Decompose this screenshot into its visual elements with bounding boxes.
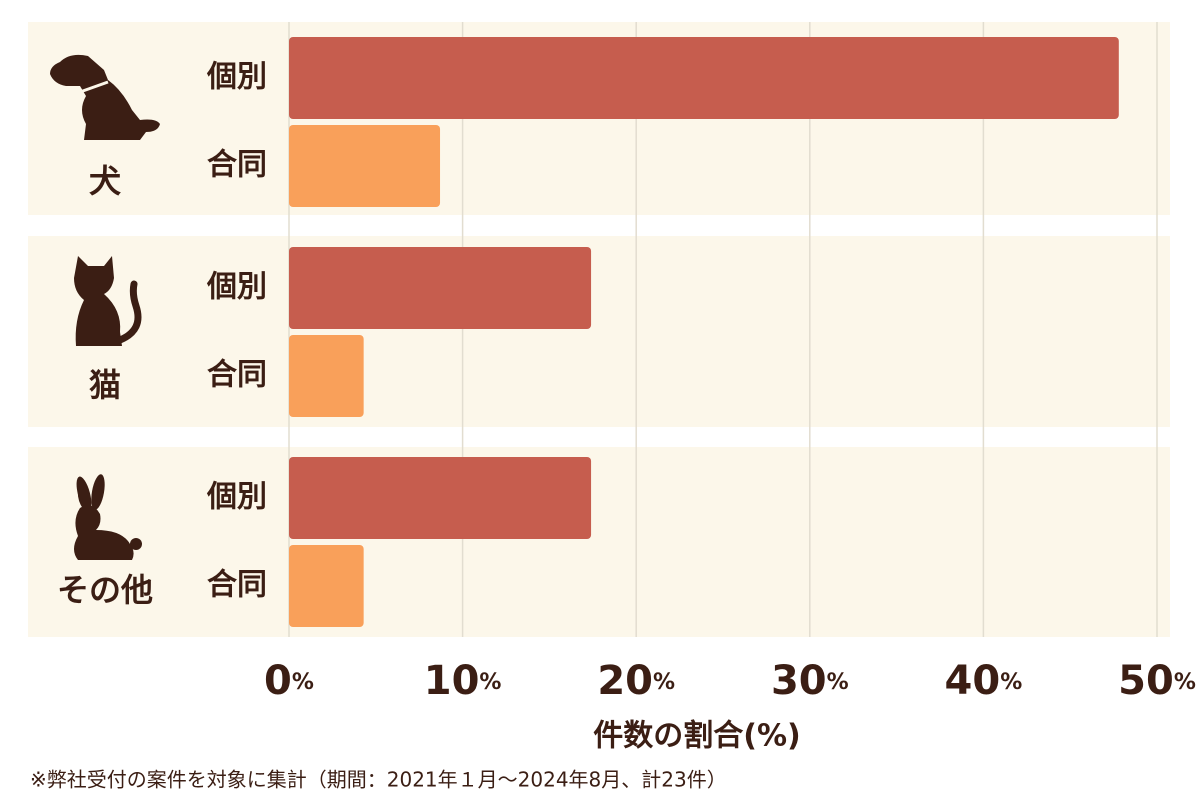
bar	[289, 247, 592, 329]
series-label: 個別	[206, 270, 267, 305]
group-panel	[28, 236, 1170, 427]
series-label: 合同	[207, 358, 267, 393]
rabbit-icon	[74, 474, 142, 560]
x-tick-label: 20%	[597, 658, 675, 704]
series-label: 合同	[207, 148, 267, 183]
series-label: 個別	[206, 60, 267, 95]
bar	[289, 335, 364, 417]
series-label: 個別	[206, 480, 267, 515]
x-tick-label: 10%	[424, 658, 502, 704]
x-tick-label: 40%	[945, 658, 1023, 704]
x-axis-label: 件数の割合(%)	[593, 719, 800, 754]
cat-icon	[74, 256, 142, 346]
bar	[289, 457, 592, 539]
bar	[289, 37, 1119, 119]
footnote: ※弊社受付の案件を対象に集計（期間：2021年１月～2024年8月、計23件）	[30, 768, 727, 792]
dog-icon	[50, 54, 160, 140]
icons	[50, 54, 160, 560]
category-label: その他	[57, 571, 153, 609]
x-tick-label: 30%	[771, 658, 849, 704]
series-label: 合同	[207, 568, 267, 603]
bars	[289, 37, 1119, 627]
x-tick-label: 50%	[1118, 658, 1196, 704]
category-label: 犬	[89, 162, 121, 200]
x-tick-label: 0%	[264, 658, 314, 704]
bar	[289, 125, 441, 207]
bar	[289, 545, 364, 627]
category-label: 猫	[89, 366, 121, 404]
group-panel	[28, 447, 1170, 637]
